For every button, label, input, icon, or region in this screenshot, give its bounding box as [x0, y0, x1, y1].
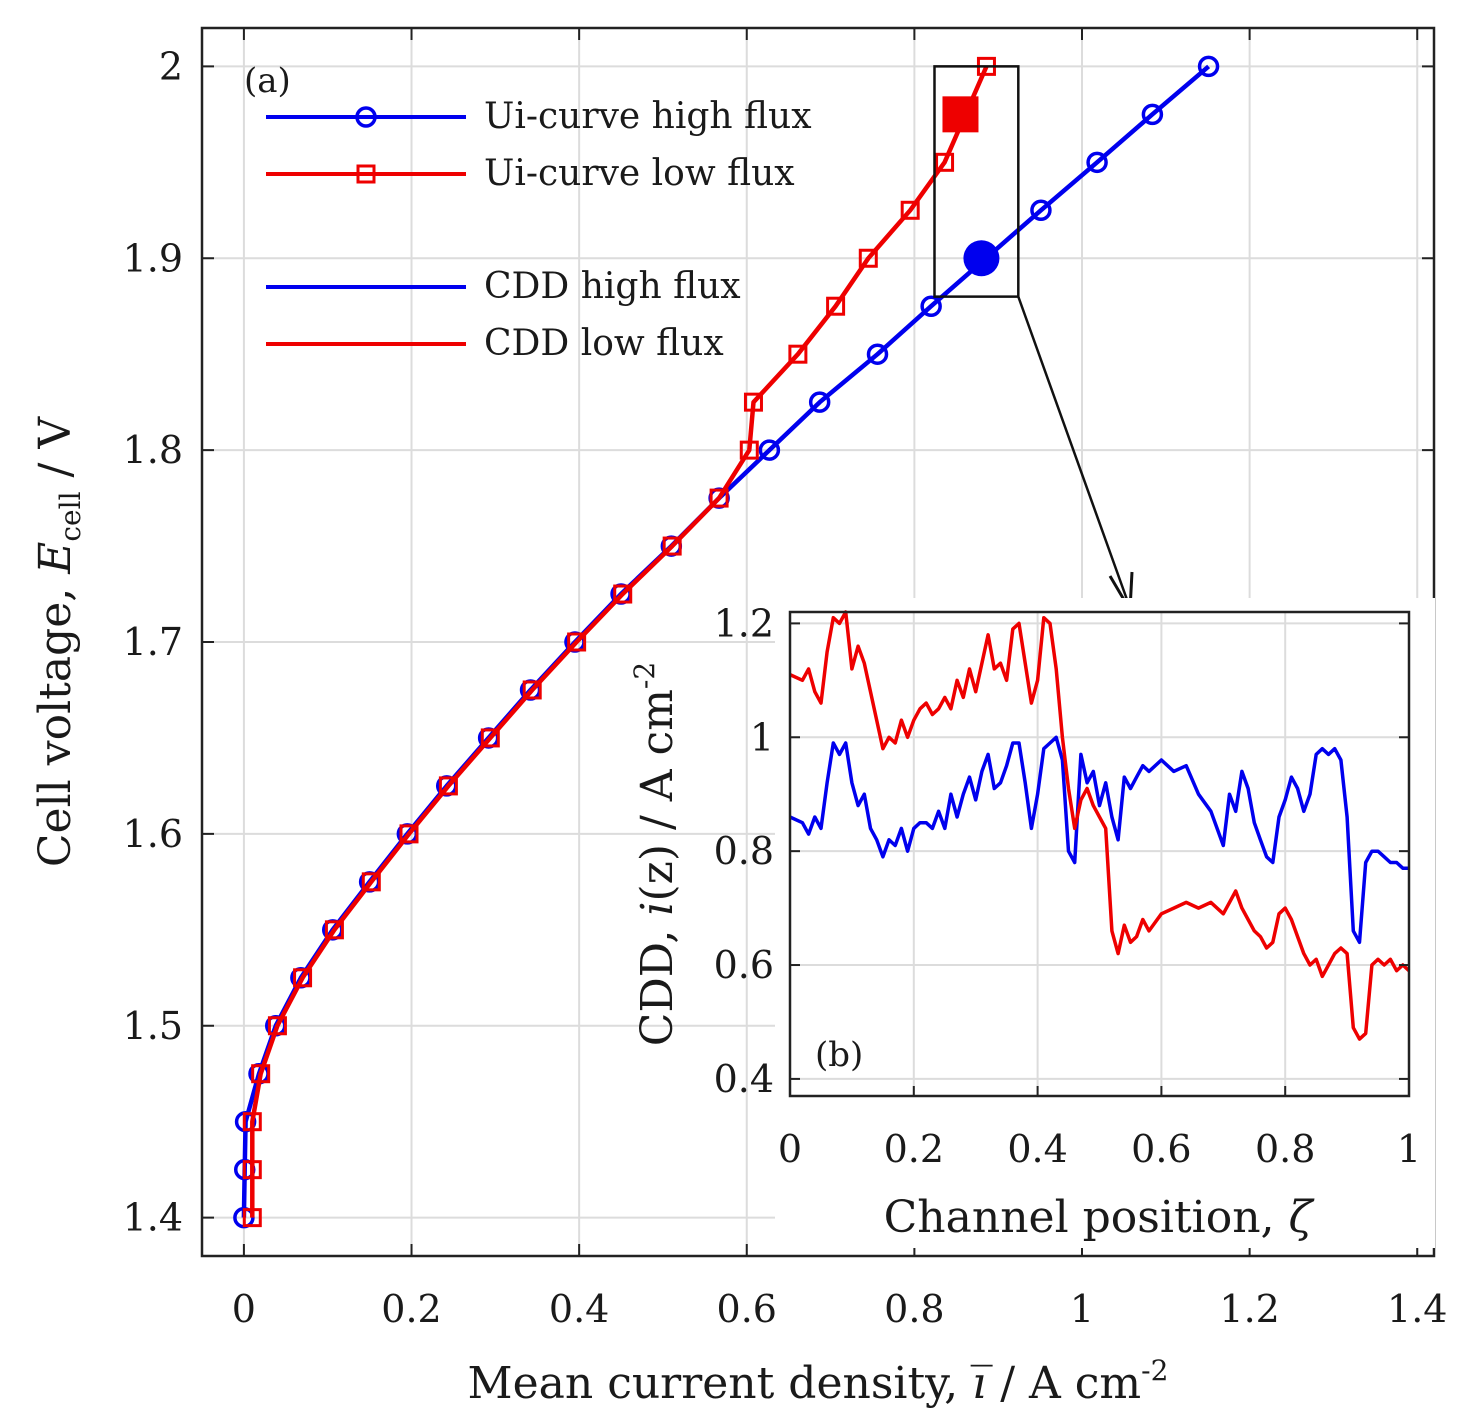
data-point-ui-high [1141, 103, 1164, 126]
legend-label-cdd-low: CDD low flux [484, 323, 724, 364]
data-point-ui-high [866, 343, 889, 365]
y-tick-label: 1.5 [123, 1004, 183, 1048]
data-point-ui-low [788, 344, 808, 364]
legend-marker-square [356, 164, 376, 184]
data-point-ui-low [935, 152, 955, 172]
data-point-ui-low [438, 776, 458, 796]
x-tick-label: 0.4 [549, 1287, 609, 1331]
data-point-ui-low [662, 536, 682, 556]
data-point-ui-low [399, 824, 419, 844]
x-tick-label: 1.4 [1387, 1287, 1447, 1331]
legend-label-ui-high: Ui-curve high flux [484, 96, 812, 137]
data-point-ui-low [242, 1208, 262, 1228]
data-point-ui-low [522, 680, 542, 700]
legend-label-cdd-high: CDD high flux [484, 266, 741, 307]
data-point-ui-low [739, 440, 759, 460]
inset-grid [789, 612, 1410, 1096]
data-point-ui-low [709, 488, 729, 508]
inset-x-tick-label: 1 [1397, 1127, 1421, 1171]
data-point-ui-high [1197, 55, 1220, 78]
data-point-ui-low [480, 728, 500, 748]
data-point-ui-low [826, 296, 846, 316]
data-point-ui-high [808, 391, 831, 413]
legend: Ui-curve high flux Ui-curve low flux CDD… [266, 96, 812, 364]
data-point-ui-low [267, 1016, 287, 1036]
zoom-box [933, 65, 1020, 298]
panel-b-label: (b) [815, 1035, 863, 1075]
highlight-point-low-flux [942, 96, 979, 133]
data-point-ui-high [758, 439, 781, 461]
x-tick-label: 1 [1070, 1287, 1094, 1331]
data-point-ui-low [613, 584, 633, 604]
inset-y-tick-label: 0.4 [714, 1057, 774, 1101]
inset-y-tick-label: 1 [750, 715, 774, 759]
y-tick-label: 1.8 [123, 428, 183, 472]
main-ticks: 0 0.2 0.4 0.6 0.8 1 1.2 1.4 1.4 1.5 1.6 1.7 1.8 1.9 2 [123, 28, 1447, 1331]
inset-ticks: 0 0.2 0.4 0.6 0.8 1 0.4 0.6 0.8 1 1.2 [714, 601, 1422, 1171]
x-axis-label: Mean current density, i̅ / A cm-2 [468, 1354, 1169, 1409]
inset-x-tick-label: 0 [778, 1127, 802, 1171]
inset-background [775, 598, 1435, 1248]
inset-x-tick-label: 0.4 [1007, 1127, 1067, 1171]
data-point-ui-low [242, 1112, 262, 1132]
inset-y-tick-label: 1.2 [714, 601, 774, 645]
x-tick-label: 1.2 [1219, 1287, 1279, 1331]
legend-label-ui-low: Ui-curve low flux [484, 153, 795, 194]
data-point-ui-low [251, 1064, 271, 1084]
data-point-ui-low [743, 392, 763, 412]
y-tick-label: 1.9 [123, 236, 183, 280]
data-point-ui-low [858, 248, 878, 268]
y-tick-label: 1.4 [123, 1196, 183, 1240]
data-point-ui-low [324, 920, 344, 940]
x-tick-label: 0.6 [717, 1287, 777, 1331]
data-point-ui-high [920, 295, 942, 317]
inset-series-line-high-flux [789, 735, 1409, 945]
x-tick-label: 0.8 [884, 1287, 944, 1331]
data-point-ui-low [361, 872, 381, 892]
data-point-ui-low [567, 632, 587, 652]
data-point-ui-low [293, 968, 313, 988]
inset-series-line-low-flux [789, 610, 1411, 1041]
inset-x-tick-label: 0.8 [1255, 1127, 1315, 1171]
data-point-ui-high [1086, 151, 1108, 174]
inset-y-axis-label: CDD, i(z) / A cm-2 [628, 662, 683, 1046]
inset-y-tick-label: 0.6 [714, 943, 774, 987]
zoom-annotation [933, 65, 1134, 616]
inset-y-tick-label: 0.8 [714, 829, 774, 873]
inset: 0 0.2 0.4 0.6 0.8 1 0.4 0.6 0.8 1 1.2 (b) Channel … [628, 598, 1435, 1248]
y-tick-label: 2 [159, 44, 183, 88]
inset-x-tick-label: 0.6 [1131, 1127, 1191, 1171]
y-tick-label: 1.7 [123, 620, 183, 664]
x-tick-label: 0.2 [381, 1287, 441, 1331]
y-tick-label: 1.6 [123, 812, 183, 856]
highlight-point-high-flux [963, 240, 1000, 277]
inset-series [789, 610, 1411, 1041]
inset-x-axis-label: Channel position, ζ [884, 1192, 1316, 1243]
x-tick-label: 0 [232, 1287, 256, 1331]
legend-marker-circle [355, 106, 377, 128]
zoom-arrow-line [1017, 296, 1132, 609]
inset-x-tick-label: 0.2 [884, 1127, 944, 1171]
panel-a-label: (a) [244, 61, 291, 101]
data-point-ui-high [1030, 199, 1052, 222]
y-axis-label: Cell voltage, Ecell / V [30, 416, 87, 867]
data-point-ui-low [900, 200, 920, 220]
data-point-ui-low [242, 1160, 262, 1180]
main-series [233, 55, 1220, 1229]
inset-axes-box [788, 610, 1411, 1098]
